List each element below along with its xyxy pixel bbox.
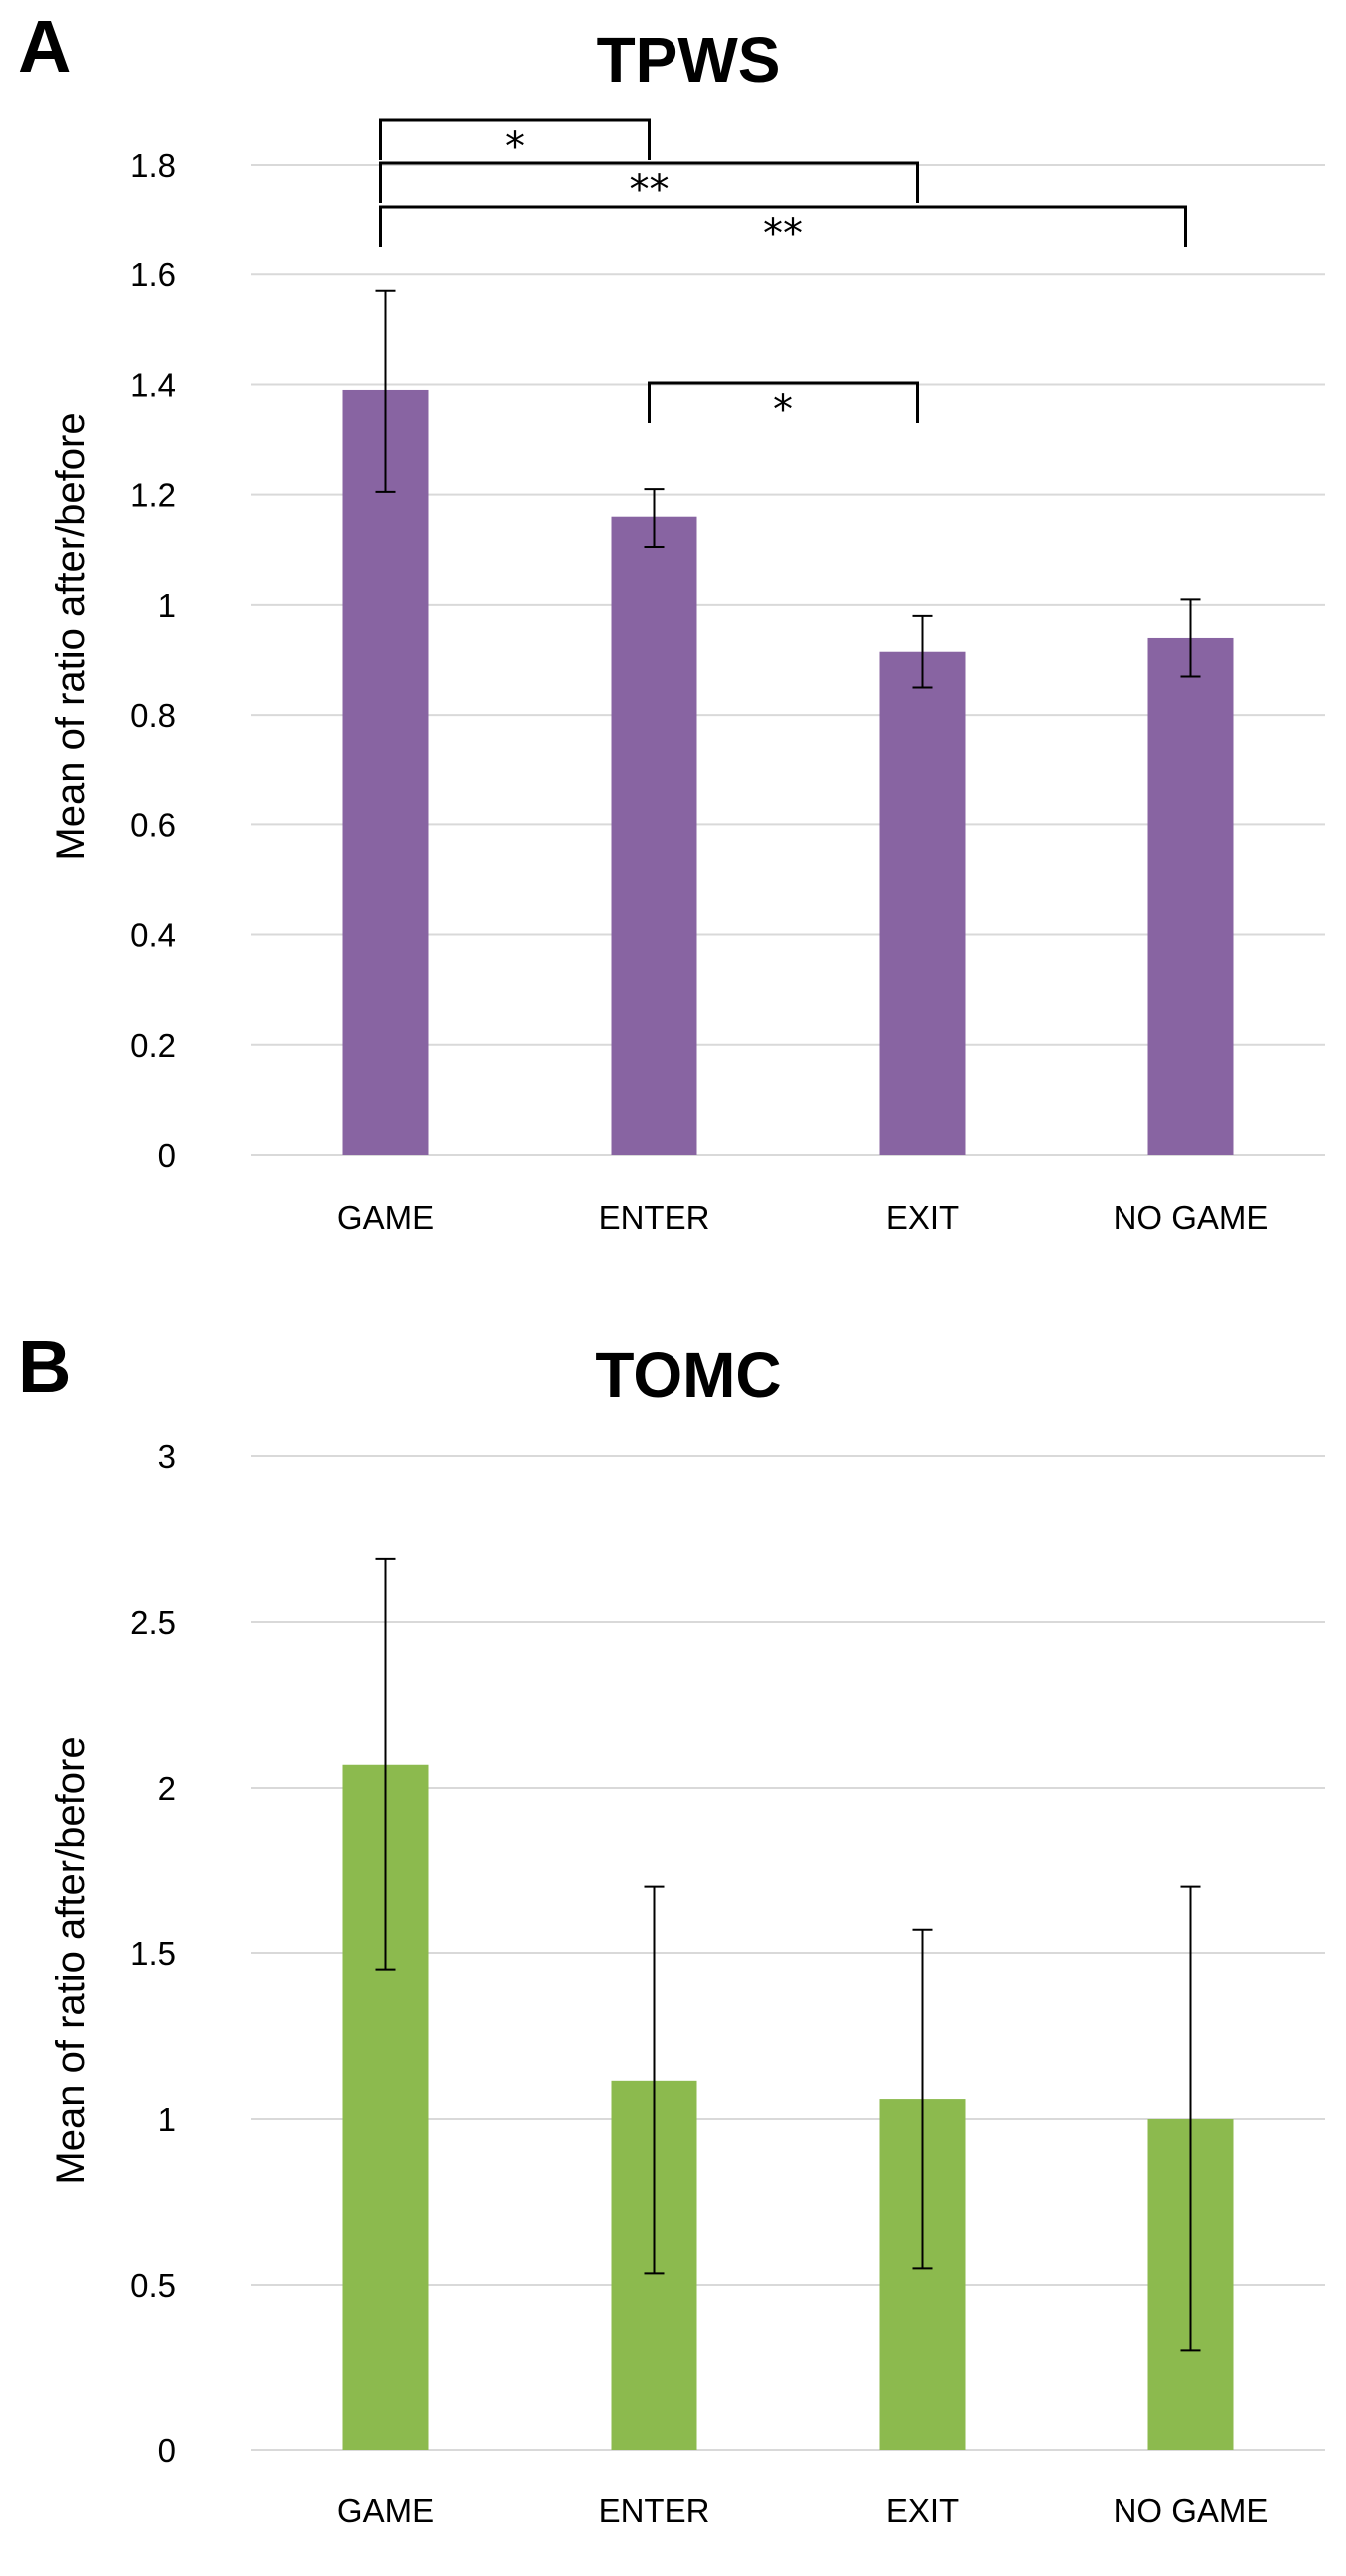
panel-a-bars bbox=[342, 389, 1234, 1155]
panel-a-error-bar bbox=[912, 614, 933, 689]
panel-a-letter: A bbox=[18, 5, 71, 88]
panel-a-significance-label: * bbox=[773, 387, 793, 433]
panel-a-y-tick-label: 0 bbox=[158, 1137, 176, 1174]
panel-b-title: TOMC bbox=[595, 1339, 781, 1411]
panel-b-letter: B bbox=[18, 1325, 71, 1408]
panel-a-y-tick-label: 0.6 bbox=[130, 806, 176, 843]
panel-b-category-label: GAME bbox=[337, 2492, 434, 2529]
panel-a-bar-enter bbox=[611, 516, 697, 1155]
panel-b-y-tick-label: 1 bbox=[158, 2101, 176, 2138]
panel-b-error-bar bbox=[1180, 1885, 1201, 2352]
panel-a-error-bars bbox=[375, 289, 1201, 689]
panel-a-y-tick-label: 1.2 bbox=[130, 477, 176, 514]
panel-a-y-tick-label: 0.2 bbox=[130, 1027, 176, 1064]
panel-a-significance-bracket: * bbox=[648, 381, 919, 433]
panel-b-y-tick-label: 2 bbox=[158, 1770, 176, 1806]
panel-b-y-tick-labels: 0 0.5 1 1.5 2 2.5 3 bbox=[130, 1438, 176, 2469]
panel-a-error-bar bbox=[1180, 598, 1201, 678]
panel-b-y-tick-label: 2.5 bbox=[130, 1604, 176, 1641]
panel-a-y-tick-label: 1 bbox=[158, 587, 176, 624]
panel-b-error-bar bbox=[912, 1928, 933, 2270]
panel-b-y-tick-label: 3 bbox=[158, 1438, 176, 1475]
panel-a-category-labels: GAME ENTER EXIT NO GAME bbox=[337, 1199, 1269, 1236]
panel-b-category-label: ENTER bbox=[599, 2492, 710, 2529]
panel-b-gridlines bbox=[251, 1455, 1325, 2451]
panel-a-y-tick-label: 0.4 bbox=[130, 917, 176, 954]
panel-b-tomc-chart: B TOMC Mean of ratio after/before 0 0.5 1 1… bbox=[18, 1325, 1325, 2529]
panel-a-y-tick-labels: 0 0.2 0.4 0.6 0.8 1 1.2 1.4 1.6 1.8 bbox=[130, 147, 176, 1174]
panel-a-category-label: EXIT bbox=[886, 1199, 959, 1236]
panel-a-significance-bracket: * bbox=[379, 118, 651, 170]
panel-a-gridlines bbox=[251, 164, 1325, 1156]
panel-a-y-tick-label: 0.8 bbox=[130, 697, 176, 734]
panel-a-title: TPWS bbox=[597, 24, 781, 96]
panel-b-bars bbox=[342, 1764, 1234, 2450]
panel-a-y-tick-label: 1.6 bbox=[130, 257, 176, 293]
panel-a-bar-no-game bbox=[1147, 637, 1234, 1155]
panel-a-significance-label: ** bbox=[630, 167, 670, 213]
panel-a-category-label: ENTER bbox=[599, 1199, 710, 1236]
panel-b-y-tick-label: 0.5 bbox=[130, 2267, 176, 2304]
panel-a-category-label: GAME bbox=[337, 1199, 434, 1236]
panel-a-bracket-line bbox=[379, 205, 1187, 247]
panel-a-tpws-chart: A TPWS Mean of ratio after/before 0 0.2 0.… bbox=[18, 5, 1325, 1236]
panel-a-error-bar bbox=[375, 289, 396, 493]
panel-a-y-tick-label: 1.8 bbox=[130, 147, 176, 184]
panel-a-bracket-line bbox=[648, 381, 919, 423]
panel-a-bar-game bbox=[342, 389, 429, 1155]
panel-a-error-bar bbox=[644, 488, 665, 549]
panel-b-category-label: NO GAME bbox=[1114, 2492, 1269, 2529]
panel-b-error-bar bbox=[375, 1557, 396, 1971]
panel-a-y-tick-label: 1.4 bbox=[130, 366, 176, 403]
panel-b-y-tick-label: 1.5 bbox=[130, 1935, 176, 1972]
panel-b-error-bars bbox=[375, 1557, 1201, 2352]
panel-a-bar-exit bbox=[879, 651, 966, 1155]
panel-a-category-label: NO GAME bbox=[1114, 1199, 1269, 1236]
panel-a-significance-label: ** bbox=[763, 211, 803, 257]
panel-a-significance-brackets: ****** bbox=[379, 118, 1187, 433]
panel-b-category-labels: GAME ENTER EXIT NO GAME bbox=[337, 2492, 1269, 2529]
panel-a-bracket-line bbox=[379, 161, 919, 203]
panel-a-bracket-line bbox=[379, 118, 651, 160]
panel-b-y-axis-label: Mean of ratio after/before bbox=[49, 1736, 93, 2184]
panel-a-y-axis-label: Mean of ratio after/before bbox=[49, 412, 93, 860]
panel-b-category-label: EXIT bbox=[886, 2492, 959, 2529]
panel-b-error-bar bbox=[644, 1885, 665, 2275]
panel-a-significance-label: * bbox=[505, 124, 525, 170]
panel-a-significance-bracket: ** bbox=[379, 205, 1187, 257]
panel-a-significance-bracket: ** bbox=[379, 161, 919, 213]
panel-b-y-tick-label: 0 bbox=[158, 2432, 176, 2469]
